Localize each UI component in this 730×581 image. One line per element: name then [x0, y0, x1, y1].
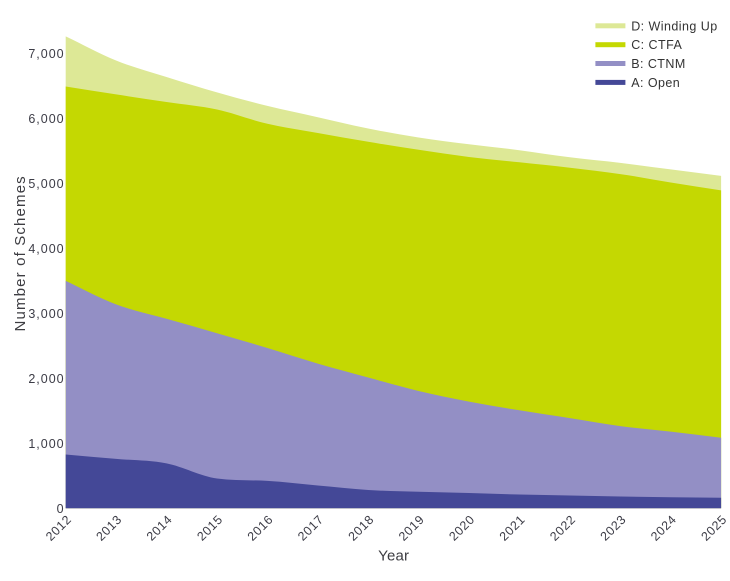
svg-text:0: 0 [57, 502, 65, 516]
svg-text:2017: 2017 [295, 512, 326, 543]
svg-text:2023: 2023 [598, 512, 629, 543]
svg-text:D: Winding Up: D: Winding Up [631, 19, 717, 33]
svg-text:2014: 2014 [144, 512, 175, 543]
svg-text:1,000: 1,000 [28, 437, 64, 451]
svg-text:Year: Year [378, 548, 409, 565]
svg-text:4,000: 4,000 [28, 242, 64, 256]
svg-text:2025: 2025 [698, 512, 729, 543]
svg-text:6,000: 6,000 [28, 112, 64, 126]
svg-text:2022: 2022 [547, 512, 578, 543]
svg-text:B: CTNM: B: CTNM [631, 57, 686, 71]
svg-text:3,000: 3,000 [28, 307, 64, 321]
svg-text:2,000: 2,000 [28, 372, 64, 386]
svg-text:A: Open: A: Open [631, 76, 680, 90]
svg-text:2012: 2012 [43, 512, 74, 543]
svg-text:2013: 2013 [93, 512, 124, 543]
svg-text:2020: 2020 [446, 512, 477, 543]
svg-text:C: CTFA: C: CTFA [631, 38, 682, 52]
svg-text:2015: 2015 [194, 512, 225, 543]
svg-text:2016: 2016 [245, 512, 276, 543]
svg-text:2018: 2018 [346, 512, 377, 543]
svg-text:5,000: 5,000 [28, 177, 64, 191]
svg-text:2021: 2021 [497, 512, 528, 543]
svg-text:7,000: 7,000 [28, 47, 64, 61]
svg-text:2019: 2019 [396, 512, 427, 543]
svg-text:2024: 2024 [648, 512, 679, 543]
svg-text:Number of Schemes: Number of Schemes [12, 175, 29, 331]
